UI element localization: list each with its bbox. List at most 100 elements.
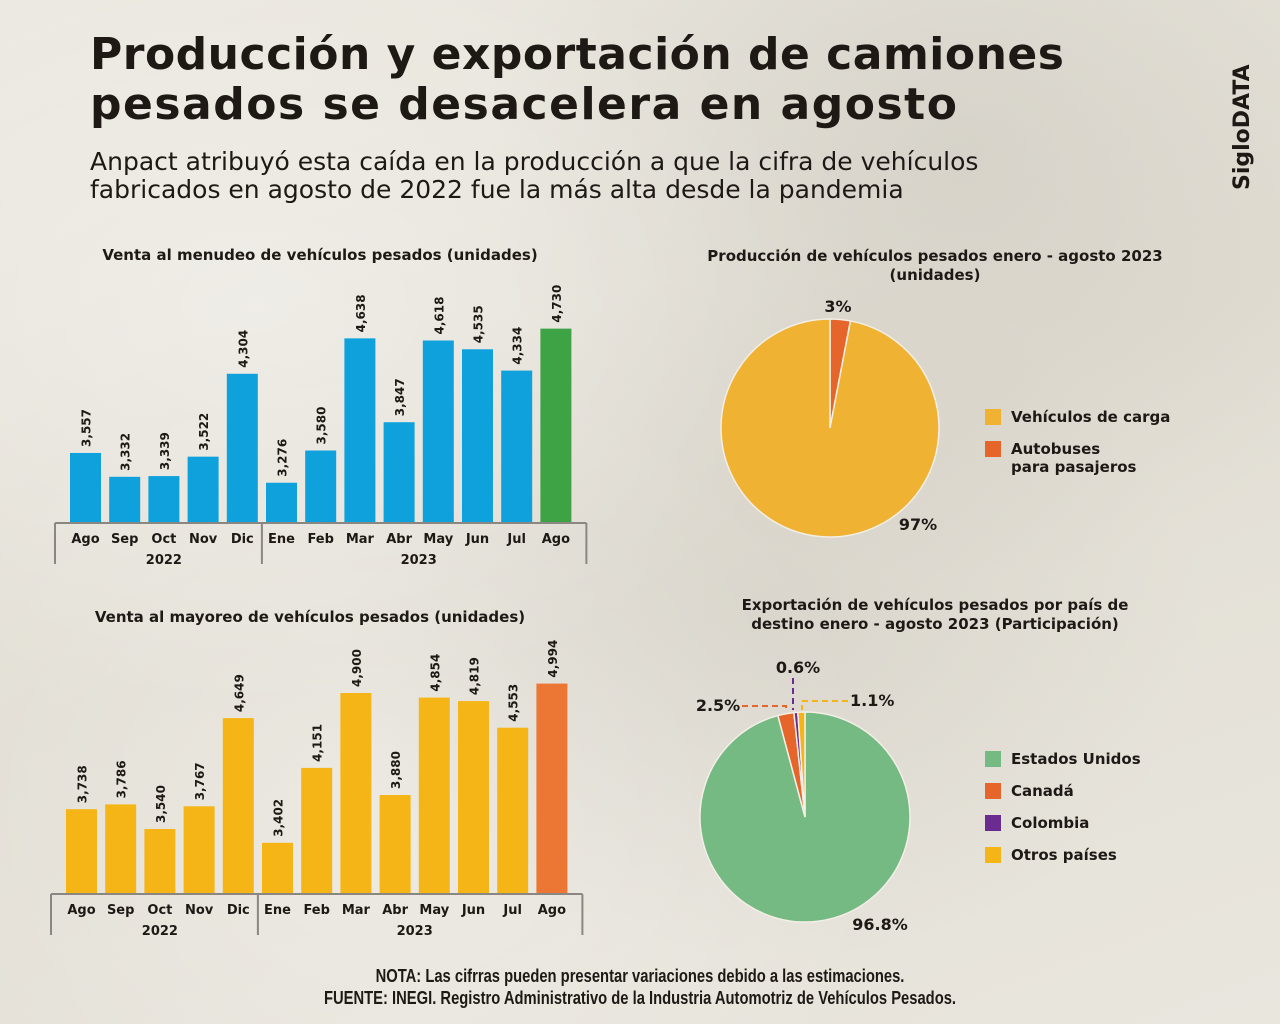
bar-jun-10: [458, 701, 489, 893]
bar-may-9: [422, 340, 454, 522]
bar-nov-3: [187, 456, 219, 522]
slice-label: 3%: [824, 297, 851, 316]
bar-abr-8: [379, 795, 411, 893]
legend-swatch: [985, 441, 1001, 457]
page-subtitle: Anpact atribuyó esta caída en la producc…: [90, 148, 1200, 204]
bar-ago-12: [536, 683, 568, 893]
production-legend: Vehículos de carga Autobuses para pasajer…: [985, 408, 1185, 490]
legend-label: Otros países: [1011, 846, 1117, 864]
legend-item: Autobuses para pasajeros: [985, 440, 1185, 476]
x-tick-label: Jun: [461, 903, 485, 918]
x-tick-label: Feb: [303, 903, 329, 918]
bar-dic-4: [226, 373, 258, 522]
legend-swatch: [985, 815, 1001, 831]
legend-swatch: [985, 409, 1001, 425]
group-label-2023: 2023: [397, 924, 433, 939]
bar-jul-11: [501, 370, 533, 522]
x-tick-label: Ene: [268, 532, 295, 547]
bar-mar-7: [340, 693, 372, 893]
leader-line: [742, 705, 787, 712]
x-tick-label: Feb: [307, 532, 333, 547]
legend-item: Otros países: [985, 846, 1185, 864]
bar-ene-5: [266, 482, 297, 522]
bar-value-label: 4,994: [546, 640, 560, 678]
retail-bar-chart: 3,557 Ago 3,332 Sep 3,339 Oct 3,522 Nov 4,304 Dic…: [54, 285, 588, 568]
bar-value-label: 3,557: [80, 409, 94, 447]
group-label-2022: 2022: [146, 553, 182, 568]
bar-oct-2: [144, 829, 176, 893]
bar-sep-1: [105, 804, 137, 893]
bar-value-label: 3,402: [272, 799, 286, 837]
production-chart-title: Producción de vehículos pesados enero - …: [640, 247, 1230, 285]
x-tick-label: Ago: [71, 532, 99, 547]
legend-label: Canadá: [1011, 782, 1074, 800]
x-tick-label: Nov: [189, 532, 218, 547]
subtitle-line-2: fabricados en agosto de 2022 fue la más …: [90, 175, 904, 204]
bar-value-label: 3,786: [115, 760, 129, 798]
x-tick-label: Abr: [386, 532, 412, 547]
slice-label: 1.1%: [850, 691, 894, 710]
wholesale-chart-title: Venta al mayoreo de vehículos pesados (u…: [94, 608, 526, 626]
x-tick-label: Mar: [346, 532, 375, 547]
x-tick-label: Oct: [147, 903, 172, 918]
x-tick-label: Ago: [67, 903, 95, 918]
wholesale-bar-chart: 3,738 Ago 3,786 Sep 3,540 Oct 3,767 Nov 4,649 Dic…: [50, 640, 584, 939]
bar-abr-8: [383, 422, 415, 522]
slice-label: 0.6%: [776, 658, 820, 677]
legend-label: Estados Unidos: [1011, 750, 1141, 768]
x-tick-label: Nov: [185, 903, 214, 918]
bar-jul-11: [497, 727, 529, 893]
bar-value-label: 3,276: [276, 439, 290, 477]
bar-ago-0: [66, 809, 97, 893]
bar-value-label: 4,730: [550, 285, 564, 323]
legend-item: Estados Unidos: [985, 750, 1185, 768]
brand-logo: SigloDATA: [1230, 64, 1255, 190]
bar-ago-12: [540, 328, 572, 522]
leader-line: [801, 700, 848, 710]
x-tick-label: Dic: [227, 903, 250, 918]
legend-label: Vehículos de carga: [1011, 408, 1171, 426]
x-tick-label: Jun: [465, 532, 489, 547]
bar-feb-6: [305, 450, 337, 522]
x-tick-label: Dic: [231, 532, 254, 547]
production-title-line-1: Producción de vehículos pesados enero - …: [707, 247, 1163, 265]
x-tick-label: Sep: [111, 532, 139, 547]
footer-note: NOTA: Las cifrras pueden presentar varia…: [375, 966, 905, 986]
subtitle-line-1: Anpact atribuyó esta caída en la producc…: [90, 147, 979, 176]
legend-swatch: [985, 751, 1001, 767]
slice-label: 96.8%: [852, 915, 908, 934]
bar-value-label: 4,151: [311, 724, 325, 762]
bar-value-label: 3,339: [158, 432, 172, 470]
bar-value-label: 3,580: [315, 407, 329, 445]
bar-value-label: 3,767: [193, 762, 207, 800]
bar-value-label: 3,880: [389, 751, 403, 789]
bar-mar-7: [344, 338, 376, 522]
bar-sep-1: [109, 476, 141, 522]
exports-pie-chart: 2.5% 0.6% 1.1% 96.8%: [696, 658, 911, 934]
bar-feb-6: [301, 767, 333, 893]
bar-value-label: 3,522: [197, 413, 211, 451]
bar-nov-3: [183, 806, 215, 893]
footer-source: FUENTE: INEGI. Registro Administrativo d…: [323, 988, 957, 1008]
bar-value-label: 4,553: [507, 684, 521, 722]
x-tick-label: Sep: [107, 903, 135, 918]
bar-value-label: 3,540: [154, 785, 168, 823]
bar-value-label: 4,304: [236, 330, 250, 368]
x-tick-label: Jul: [502, 903, 522, 918]
group-label-2022: 2022: [142, 924, 178, 939]
pie-slice-otros-pa-ses: [797, 711, 806, 818]
bar-may-9: [418, 697, 450, 893]
bar-value-label: 4,900: [350, 649, 364, 687]
x-tick-label: May: [419, 903, 449, 918]
slice-label: 2.5%: [696, 696, 740, 715]
x-tick-label: Abr: [382, 903, 408, 918]
legend-swatch: [985, 847, 1001, 863]
bar-dic-4: [222, 718, 254, 893]
bar-ene-5: [262, 842, 293, 893]
production-title-line-2: (unidades): [889, 266, 981, 284]
exports-legend: Estados Unidos Canadá Colombia Otros países: [985, 750, 1185, 878]
legend-item: Canadá: [985, 782, 1185, 800]
title-line-2: pesados se desacelera en agosto: [90, 79, 959, 130]
bar-value-label: 3,332: [119, 433, 133, 471]
exports-chart-title: Exportación de vehículos pesados por paí…: [640, 596, 1230, 634]
